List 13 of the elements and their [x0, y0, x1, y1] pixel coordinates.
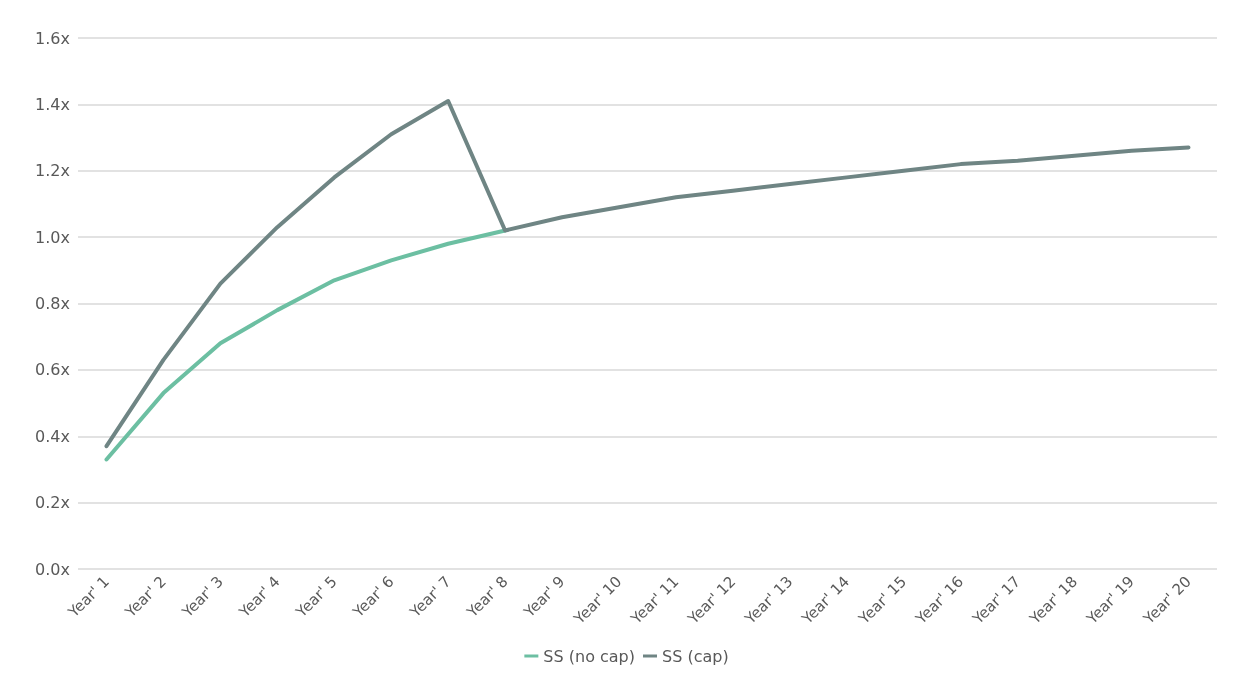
y-tick-label: 0.4x [35, 426, 70, 446]
y-tick-label: 1.6x [35, 28, 70, 48]
y-tick-label: 1.2x [35, 161, 70, 181]
legend-label: SS (no cap) [543, 646, 636, 666]
y-tick-label: 0.6x [35, 360, 70, 380]
y-tick-label: 0.2x [35, 493, 70, 513]
line-series [104, 228, 508, 462]
y-tick-label: 1.0x [35, 227, 70, 247]
line-series [104, 99, 1191, 449]
y-tick-label: 0.8x [35, 294, 70, 313]
y-tick-label: 0.0x [35, 559, 70, 579]
y-tick-label: 1.4x [35, 94, 70, 114]
legend-label: SS (cap) [662, 646, 729, 666]
